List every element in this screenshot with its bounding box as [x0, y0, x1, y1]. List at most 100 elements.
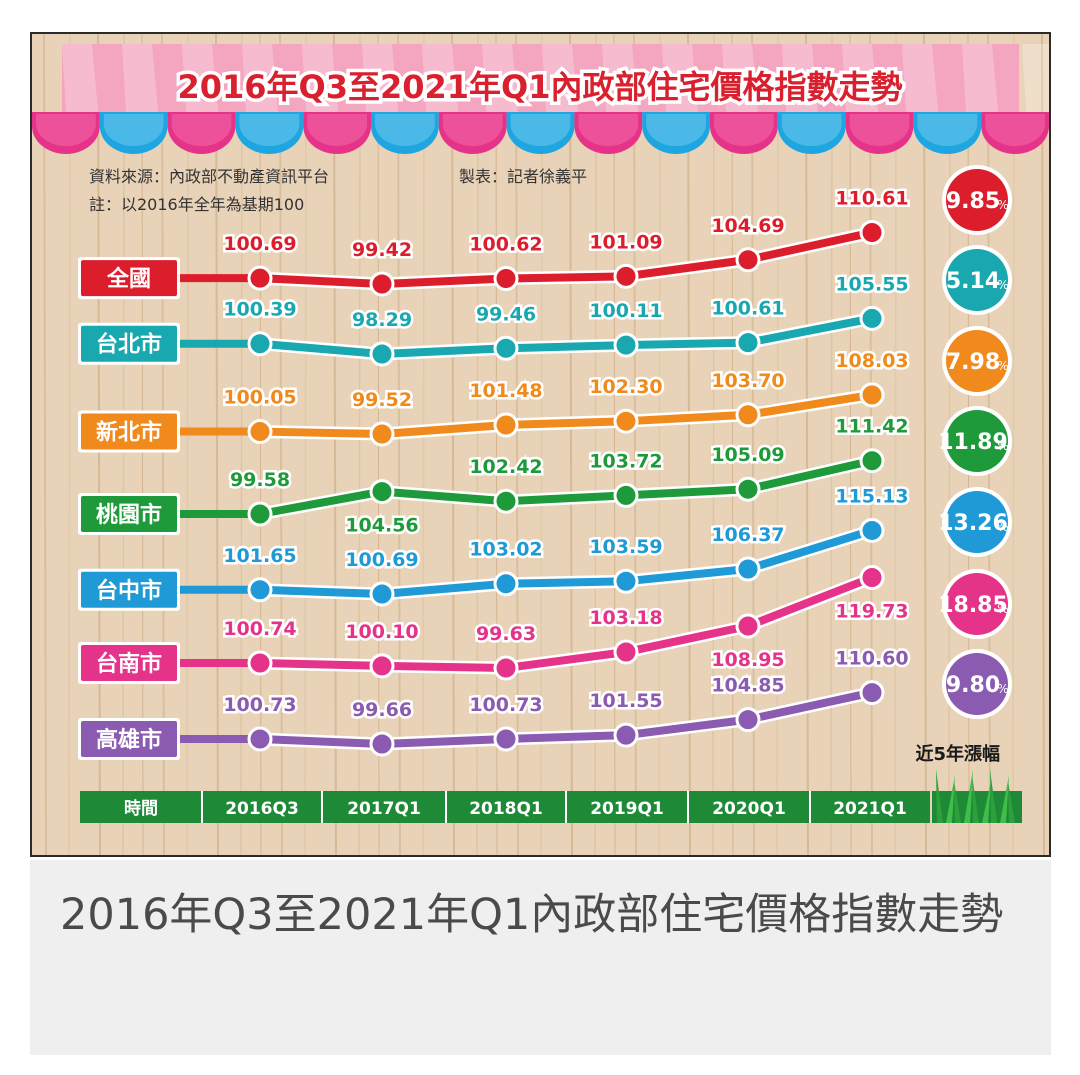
caption-box: 2016年Q3至2021年Q1內政部住宅價格指數走勢 — [30, 860, 1051, 1055]
data-label: 103.02 — [469, 539, 542, 561]
grass-blade — [982, 781, 991, 823]
data-point — [735, 247, 761, 273]
x-tick-label: 2018Q1 — [469, 799, 543, 819]
awning-stripe — [482, 44, 518, 112]
caption-text: 2016年Q3至2021年Q1內政部住宅價格指數走勢 — [60, 890, 1004, 940]
data-label: 99.46 — [476, 303, 536, 325]
change-value: 9.80 — [946, 673, 1000, 698]
data-point — [613, 722, 639, 748]
data-label: 102.42 — [469, 456, 542, 478]
change-badge — [946, 249, 1008, 311]
data-label: 104.69 — [711, 215, 784, 237]
data-point — [613, 332, 639, 358]
data-point — [247, 726, 273, 752]
grass-blade — [964, 769, 973, 823]
data-point — [859, 220, 885, 246]
series-label: 台南市 — [96, 651, 162, 677]
data-label: 102.30 — [589, 376, 662, 398]
grass-blade — [954, 781, 961, 823]
series-高雄市: 高雄市 100.73 99.66 100.73 101.55 104.85 110.60 — [78, 645, 911, 760]
series-label: 新北市 — [96, 420, 162, 446]
awning — [32, 44, 1049, 155]
x-tick-label: 2017Q1 — [347, 799, 421, 819]
data-label: 100.73 — [223, 694, 296, 716]
data-label: 101.48 — [469, 380, 542, 402]
series-line — [256, 526, 876, 598]
data-point — [859, 517, 885, 543]
change-badge-台中市: 13.26% — [938, 487, 1012, 557]
change-unit: % — [997, 359, 1008, 373]
grass-decoration — [932, 769, 1022, 823]
data-label: 103.18 — [589, 607, 662, 629]
data-point — [247, 650, 273, 676]
data-point — [859, 448, 885, 474]
author-note: 製表：記者徐義平 — [459, 167, 587, 186]
x-axis-bar: 時間 2016Q3 2017Q1 2018Q1 2019Q1 2020Q1 2021Q1 — [80, 791, 930, 823]
data-point — [369, 271, 395, 297]
data-label: 108.03 — [835, 350, 908, 372]
data-point — [493, 265, 519, 291]
series-label-box — [81, 645, 177, 682]
data-label: 100.05 — [223, 387, 296, 409]
source-note: 資料來源：內政部不動產資訊平台 — [89, 167, 329, 186]
data-label: 99.58 — [230, 469, 290, 491]
data-point — [493, 488, 519, 514]
data-label: 103.59 — [589, 536, 662, 558]
data-point — [735, 330, 761, 356]
change-badge-高雄市: 9.80% — [942, 649, 1012, 719]
data-point — [493, 335, 519, 361]
data-point — [247, 577, 273, 603]
change-badge — [946, 410, 1008, 472]
data-label: 111.42 — [835, 416, 908, 438]
series-label: 高雄市 — [96, 727, 162, 753]
change-badge-全國: 9.85% — [942, 165, 1012, 235]
data-point — [369, 421, 395, 447]
series-line — [256, 573, 876, 672]
awning-stripe — [722, 44, 758, 112]
data-label: 98.29 — [352, 309, 412, 331]
change-unit: % — [997, 520, 1008, 534]
awning-stripe — [962, 44, 998, 112]
data-point — [493, 726, 519, 752]
awning-scallop-shine — [375, 114, 435, 146]
x-tick-label: 2021Q1 — [833, 799, 907, 819]
awning-scallop-shine — [646, 114, 706, 146]
awning-scallop-shine — [917, 114, 978, 146]
awning-scallop-shine — [578, 114, 639, 146]
data-label: 100.74 — [223, 618, 296, 640]
change-unit: % — [997, 278, 1008, 292]
change-unit: % — [997, 682, 1008, 696]
series-line — [256, 456, 876, 518]
series-label-box — [81, 571, 177, 608]
grass-blade — [972, 775, 979, 823]
data-label: 100.73 — [469, 694, 542, 716]
price-index-chart: 2016年Q3至2021年Q1內政部住宅價格指數走勢 資料來源：內政部不動產資訊… — [32, 34, 1049, 855]
series-label-box — [81, 260, 177, 297]
series-line — [256, 228, 876, 288]
data-label: 100.11 — [589, 300, 662, 322]
awning-scallop-shine — [442, 114, 503, 146]
awning-scallop-shine — [239, 114, 300, 146]
series-桃園市: 桃園市 99.58 104.56 102.42 103.72 105.09 111.42 — [78, 413, 911, 539]
awning-scallop-shine — [307, 114, 367, 146]
awning-stripe — [602, 44, 638, 112]
change-badge — [946, 169, 1008, 231]
chart-title: 2016年Q3至2021年Q1內政部住宅價格指數走勢 — [177, 68, 902, 106]
data-label: 100.10 — [345, 621, 418, 643]
data-point — [735, 476, 761, 502]
series-label-box — [81, 496, 177, 532]
data-label: 99.66 — [352, 699, 412, 721]
series-label: 台中市 — [96, 578, 162, 604]
change-badge — [946, 653, 1008, 715]
change-layer: 9.85%5.14%7.98%11.89%13.26%18.85%9.80% — [938, 165, 1012, 719]
data-point — [247, 419, 273, 445]
data-point — [859, 305, 885, 331]
awning-stripe — [842, 44, 878, 112]
data-point — [735, 613, 761, 639]
data-point — [369, 581, 395, 607]
awning-scallop-shine — [714, 114, 774, 146]
x-axis-background — [80, 791, 930, 823]
series-label: 台北市 — [96, 332, 162, 358]
awning-stripe — [542, 44, 578, 112]
awning-top — [62, 44, 1019, 114]
